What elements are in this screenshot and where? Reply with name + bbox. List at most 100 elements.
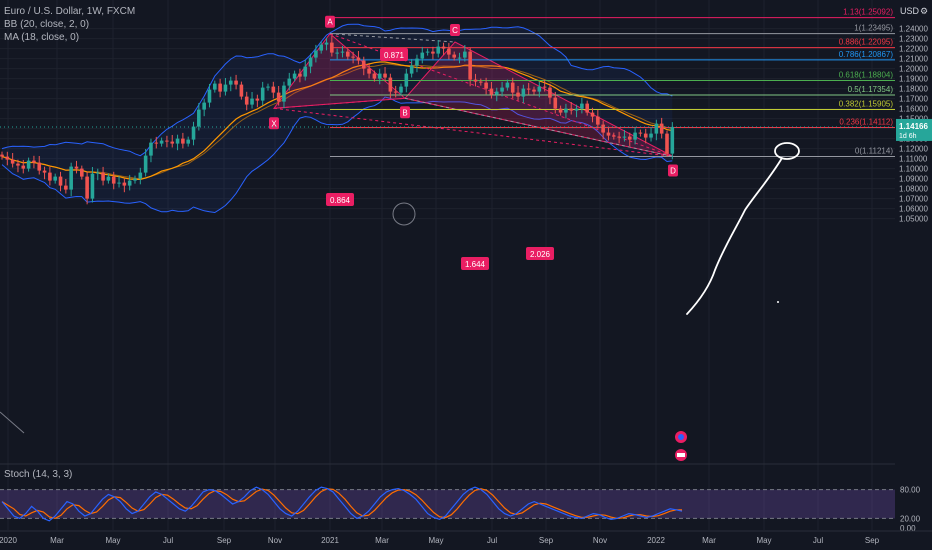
candle <box>234 74 238 90</box>
bb-lower <box>1 96 673 214</box>
candle-body <box>633 132 637 140</box>
pattern-point-badge <box>668 164 678 177</box>
candle-body <box>90 173 95 199</box>
stoch-indicator-label[interactable]: Stoch (14, 3, 3) <box>4 469 73 480</box>
candle <box>218 78 222 98</box>
candle-body <box>159 140 164 144</box>
pattern-xb <box>273 97 406 109</box>
candle <box>537 81 542 98</box>
candle-body <box>154 142 159 144</box>
candle-body <box>42 170 47 173</box>
candle-body <box>165 140 169 142</box>
candle-body <box>367 68 371 74</box>
candle <box>159 137 164 147</box>
b-point-circle <box>392 202 416 226</box>
candle <box>48 166 52 186</box>
time-tick-label: May <box>756 536 771 545</box>
candle-body <box>197 109 201 127</box>
candle <box>553 91 558 114</box>
candle <box>255 94 260 108</box>
pattern-point-badge <box>325 15 335 28</box>
pattern-point-badge <box>269 117 279 130</box>
pattern-point-label: C <box>452 26 458 35</box>
candle-body <box>361 60 366 69</box>
candle-body <box>85 176 89 199</box>
pattern-point-badge <box>400 106 410 119</box>
candle-body <box>606 132 611 136</box>
candle-body <box>228 80 233 85</box>
candle-body <box>207 89 212 103</box>
candle <box>122 178 127 193</box>
candle-body <box>308 57 313 67</box>
fibonacci-levels: 1.13(1.25092) 1(1.23495) 0.886(1.22095) 0.7… <box>330 8 895 157</box>
candle-body <box>239 84 244 97</box>
candle <box>143 149 148 177</box>
candle-body <box>48 172 52 181</box>
pattern-ratio-badge <box>326 193 354 206</box>
candle <box>106 173 111 184</box>
candle-body <box>244 96 249 105</box>
candle <box>569 102 574 115</box>
candle <box>542 80 547 92</box>
price-tick-label: 1.19000 <box>899 75 928 84</box>
candle <box>372 70 377 82</box>
pattern-xab <box>272 32 407 109</box>
candle-body <box>548 87 552 98</box>
price-tick-label: 1.18000 <box>899 85 928 94</box>
candle-body <box>643 133 648 138</box>
time-tick-label: Sep <box>539 536 554 545</box>
currency-label[interactable]: USD <box>900 6 920 16</box>
price-axis-bg <box>895 0 932 550</box>
candle <box>127 174 132 191</box>
candle-body <box>271 86 276 93</box>
candle-body <box>585 103 589 113</box>
annotations: X A B C D 0.871 0.864 2.026 1.644 <box>0 15 895 461</box>
candle <box>287 72 292 91</box>
pattern-point-label: B <box>402 108 407 117</box>
candle-body <box>117 182 121 184</box>
price-tick-label: 1.08000 <box>899 185 928 194</box>
last-price-tag: 1.14166 1d 6h <box>896 118 932 141</box>
price-tick-label: 1.10000 <box>899 165 928 174</box>
ma-indicator-label[interactable]: MA (18, close, 0) <box>4 32 80 43</box>
candle-body <box>213 83 217 90</box>
candle-body <box>335 52 339 54</box>
candle-body <box>409 65 414 74</box>
candle-body <box>69 166 73 190</box>
candle <box>16 159 20 173</box>
candle-body <box>287 78 292 86</box>
candle <box>510 77 515 99</box>
price-tick-label: 1.11000 <box>899 155 928 164</box>
candle-body <box>617 136 621 138</box>
bb-indicator-label[interactable]: BB (20, close, 2, 0) <box>4 19 90 30</box>
candle <box>367 62 371 79</box>
candle <box>468 47 472 87</box>
candle <box>186 136 190 147</box>
candle <box>596 110 600 129</box>
time-tick-label: Sep <box>865 536 880 545</box>
pattern-point-label: X <box>271 119 277 128</box>
candle <box>308 53 313 74</box>
candle-body <box>340 51 345 53</box>
gear-icon[interactable]: ⚙ <box>920 6 929 16</box>
candle <box>10 153 15 168</box>
candle <box>505 79 510 91</box>
time-tick-label: 2020 <box>0 536 17 545</box>
time-tick-label: May <box>428 536 443 545</box>
candle-body <box>255 98 260 101</box>
candle <box>250 92 254 109</box>
candle <box>282 81 286 109</box>
candle <box>260 81 265 106</box>
symbol-title[interactable]: Euro / U.S. Dollar, 1W, FXCM <box>4 6 136 17</box>
time-tick-label: Jul <box>163 536 173 545</box>
candle-body <box>218 83 222 92</box>
candle-body <box>64 185 68 190</box>
time-axis: 2020 Mar May Jul Sep Nov 2021 Mar May Jul Sep Nov 20… <box>0 530 932 545</box>
time-tick-label: 2022 <box>647 536 665 545</box>
last-price-tag-bg <box>896 118 932 141</box>
candle <box>659 117 664 139</box>
candle-body <box>580 103 584 109</box>
pattern-bd <box>404 97 674 157</box>
candle <box>500 81 504 97</box>
